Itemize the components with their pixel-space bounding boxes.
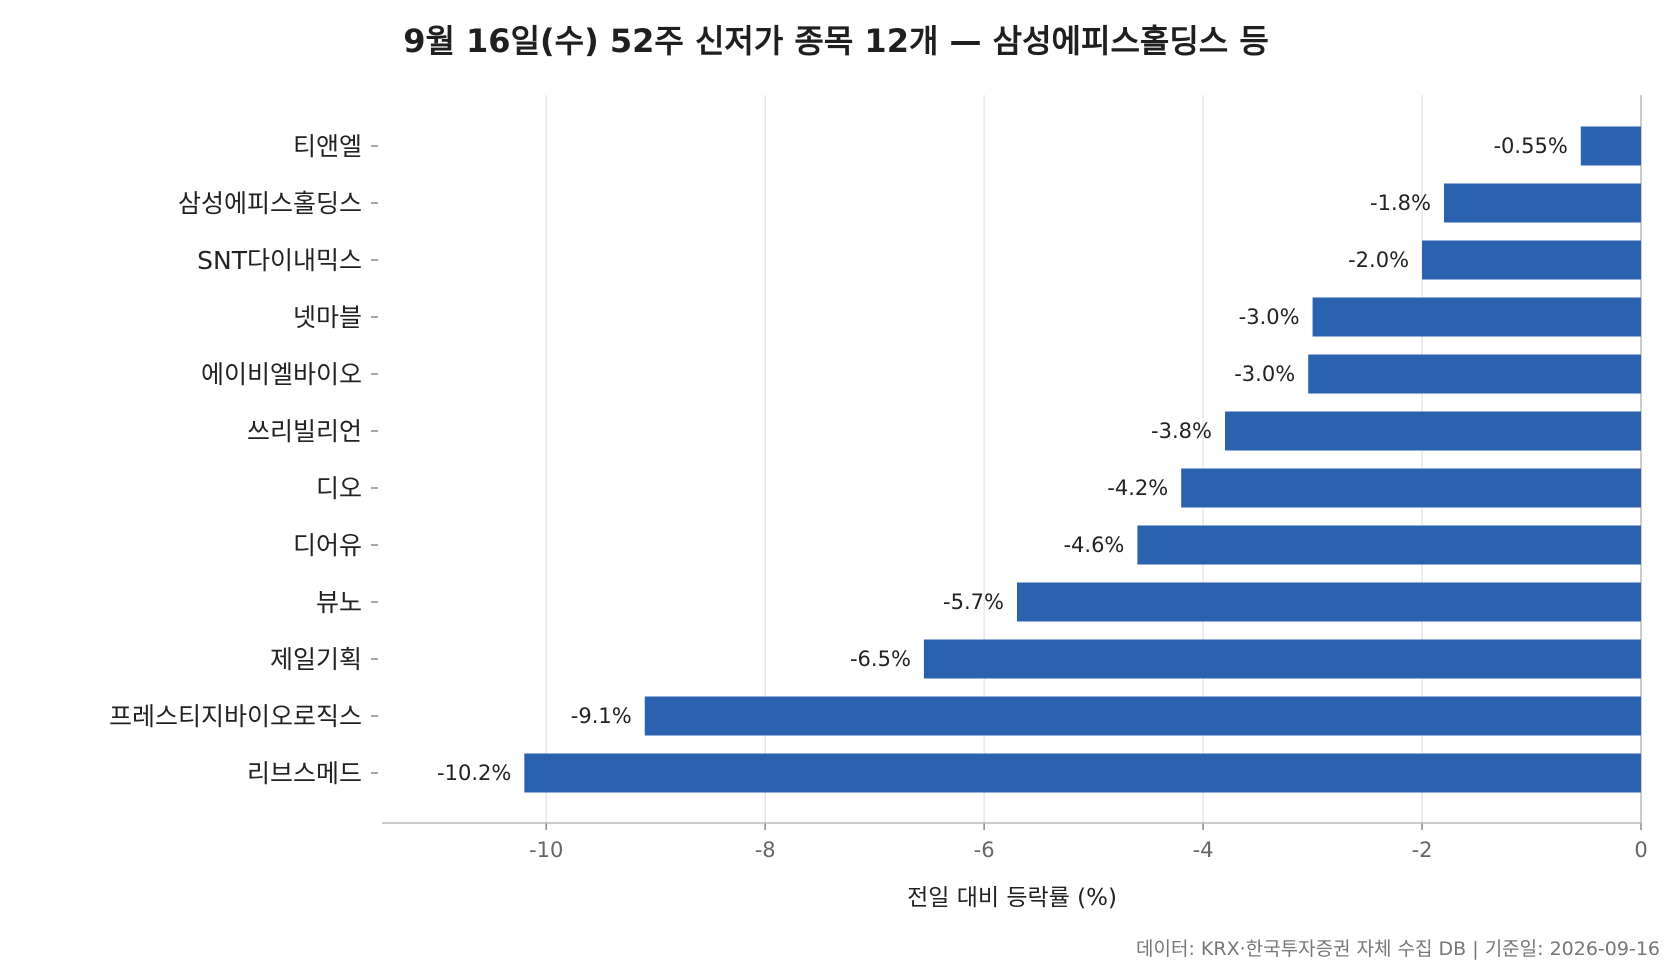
bar [1137,525,1641,565]
data-label: -6.5% [850,647,911,671]
bar [524,753,1641,793]
x-axis-title: 전일 대비 등락률 (%) [907,885,1117,911]
category-label: 리브스메드 [247,759,362,788]
source-note: 데이터: KRX·한국투자증권 자체 수집 DB | 기준일: 2026-09-… [1136,938,1660,960]
category-label: 제일기획 [270,645,362,674]
category-label: 디어유 [293,531,362,560]
data-label: -9.1% [571,704,632,728]
labels-layer: 티앤엘 -0.55% 삼성에피스홀딩스 -1.8% SNT다이내믹스 -2.0% 넷마블 -3… [109,132,1568,788]
x-tick-label: -8 [755,838,776,862]
bar [1181,468,1641,508]
category-label: 티앤엘 [293,132,362,161]
x-tick-label: -2 [1412,838,1433,862]
x-tick-label: 0 [1634,838,1647,862]
data-label: -3.0% [1239,305,1300,329]
category-label: SNT다이내믹스 [197,246,362,275]
category-label: 넷마블 [293,303,362,332]
category-label: 삼성에피스홀딩스 [178,189,362,218]
bar [1016,582,1641,622]
category-label: 에이비엘바이오 [201,360,362,389]
data-label: -0.55% [1493,134,1567,158]
bar [644,696,1641,736]
x-tick-label: -10 [529,838,563,862]
data-label: -4.2% [1107,476,1168,500]
data-label: -10.2% [437,761,511,785]
data-label: -3.0% [1234,362,1295,386]
category-label: 뷰노 [316,588,362,617]
bar [1308,354,1641,394]
bars-layer [524,126,1641,793]
data-label: -2.0% [1348,248,1409,272]
bar [1580,126,1641,166]
bar [1224,411,1641,451]
category-label: 쓰리빌리언 [247,417,362,446]
chart-title: 9월 16일(수) 52주 신저가 종목 12개 — 삼성에피스홀딩스 등 [403,22,1269,60]
x-tick-label: -6 [974,838,995,862]
category-label: 디오 [316,474,362,503]
bar [1443,183,1641,223]
data-label: -4.6% [1063,533,1124,557]
data-label: -1.8% [1370,191,1431,215]
bar [1312,297,1641,337]
data-label: -5.7% [943,590,1004,614]
bar [923,639,1641,679]
bar [1422,240,1641,280]
x-tick-label: -4 [1193,838,1214,862]
data-label: -3.8% [1151,419,1212,443]
category-label: 프레스티지바이오로직스 [109,702,362,731]
